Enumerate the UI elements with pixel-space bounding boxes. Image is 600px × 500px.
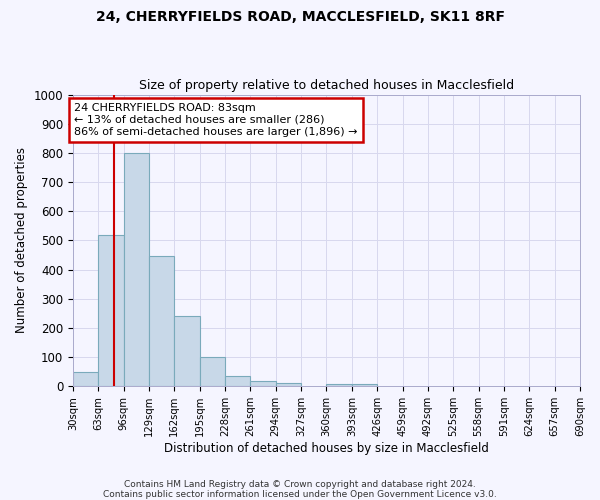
Text: Contains HM Land Registry data © Crown copyright and database right 2024.
Contai: Contains HM Land Registry data © Crown c… <box>103 480 497 499</box>
Y-axis label: Number of detached properties: Number of detached properties <box>15 148 28 334</box>
Text: 24 CHERRYFIELDS ROAD: 83sqm
← 13% of detached houses are smaller (286)
86% of se: 24 CHERRYFIELDS ROAD: 83sqm ← 13% of det… <box>74 104 358 136</box>
Bar <box>149 256 175 386</box>
Bar <box>352 384 377 386</box>
Bar <box>276 384 301 386</box>
X-axis label: Distribution of detached houses by size in Macclesfield: Distribution of detached houses by size … <box>164 442 489 455</box>
Bar <box>225 376 250 386</box>
Bar <box>250 380 276 386</box>
Text: 24, CHERRYFIELDS ROAD, MACCLESFIELD, SK11 8RF: 24, CHERRYFIELDS ROAD, MACCLESFIELD, SK1… <box>95 10 505 24</box>
Title: Size of property relative to detached houses in Macclesfield: Size of property relative to detached ho… <box>139 79 514 92</box>
Bar <box>175 316 200 386</box>
Bar <box>73 372 98 386</box>
Bar <box>326 384 352 386</box>
Bar <box>98 234 124 386</box>
Bar <box>200 357 225 386</box>
Bar <box>124 153 149 386</box>
